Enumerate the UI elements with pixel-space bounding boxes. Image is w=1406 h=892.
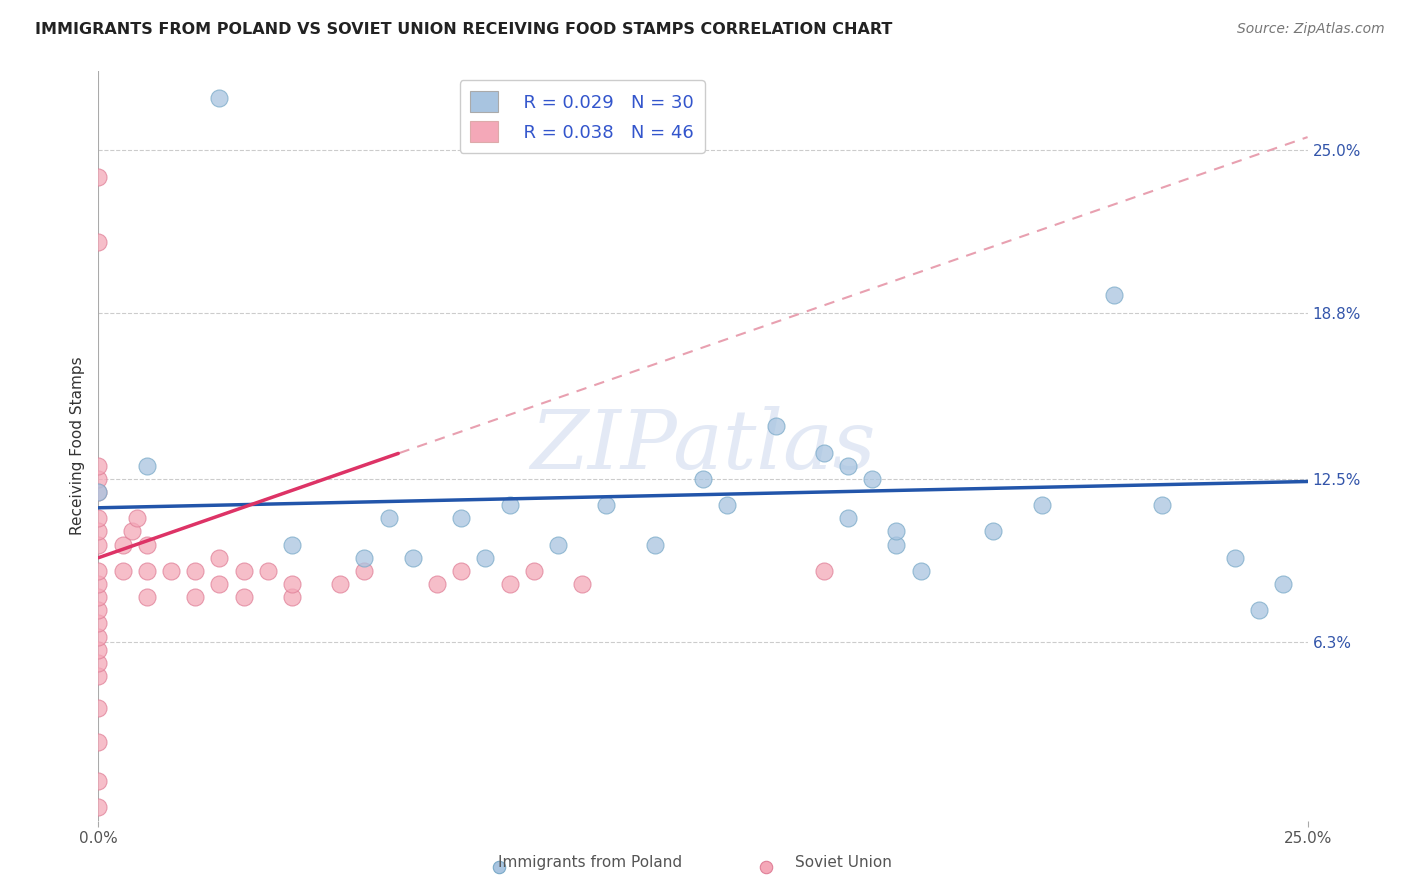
Point xyxy=(87,590,110,604)
Point xyxy=(111,538,134,552)
Point xyxy=(353,564,375,578)
Point xyxy=(87,458,110,473)
Point xyxy=(87,472,110,486)
Point xyxy=(498,577,520,591)
Point xyxy=(716,498,738,512)
Point xyxy=(87,235,110,250)
Point xyxy=(886,524,908,539)
Point xyxy=(474,550,496,565)
Point xyxy=(184,590,207,604)
Point xyxy=(644,538,666,552)
Point xyxy=(765,419,787,434)
Point xyxy=(87,800,110,814)
Point xyxy=(184,564,207,578)
Point xyxy=(135,590,157,604)
Point xyxy=(281,538,304,552)
Point xyxy=(1249,603,1271,617)
Point xyxy=(281,590,304,604)
Point xyxy=(426,577,449,591)
Point xyxy=(87,577,110,591)
Point xyxy=(87,603,110,617)
Point xyxy=(1031,498,1053,512)
Point xyxy=(256,564,278,578)
Point xyxy=(523,564,546,578)
Point xyxy=(886,538,908,552)
Point xyxy=(547,538,569,552)
Point xyxy=(87,774,110,789)
Point xyxy=(87,524,110,539)
Point xyxy=(87,564,110,578)
Point xyxy=(488,860,510,874)
Point xyxy=(1152,498,1174,512)
Point xyxy=(87,656,110,670)
Point xyxy=(208,550,231,565)
Point xyxy=(87,630,110,644)
Point xyxy=(232,590,254,604)
Text: Soviet Union: Soviet Union xyxy=(796,855,891,870)
Point xyxy=(860,472,883,486)
Point xyxy=(402,550,425,565)
Point xyxy=(87,485,110,500)
Text: ZIPatlas: ZIPatlas xyxy=(530,406,876,486)
Point xyxy=(377,511,399,525)
Point xyxy=(208,577,231,591)
Point xyxy=(910,564,932,578)
Legend:   R = 0.029   N = 30,   R = 0.038   N = 46: R = 0.029 N = 30, R = 0.038 N = 46 xyxy=(460,80,704,153)
Point xyxy=(232,564,254,578)
Point xyxy=(837,511,859,525)
Text: Immigrants from Poland: Immigrants from Poland xyxy=(499,855,682,870)
Point xyxy=(121,524,143,539)
Text: Source: ZipAtlas.com: Source: ZipAtlas.com xyxy=(1237,22,1385,37)
Point xyxy=(87,669,110,683)
Point xyxy=(571,577,593,591)
Point xyxy=(87,700,110,714)
Point xyxy=(329,577,352,591)
Point xyxy=(160,564,183,578)
Point xyxy=(450,564,472,578)
Point xyxy=(813,564,835,578)
Point xyxy=(1223,550,1246,565)
Y-axis label: Receiving Food Stamps: Receiving Food Stamps xyxy=(69,357,84,535)
Point xyxy=(837,458,859,473)
Point xyxy=(1102,288,1125,302)
Point xyxy=(135,538,157,552)
Point xyxy=(87,642,110,657)
Point xyxy=(87,169,110,184)
Point xyxy=(692,472,714,486)
Point xyxy=(87,511,110,525)
Point xyxy=(135,458,157,473)
Point xyxy=(111,564,134,578)
Point xyxy=(498,498,520,512)
Point xyxy=(127,511,149,525)
Point xyxy=(1272,577,1295,591)
Point xyxy=(281,577,304,591)
Point xyxy=(87,735,110,749)
Point xyxy=(208,90,231,104)
Point xyxy=(87,616,110,631)
Point xyxy=(813,445,835,459)
Point xyxy=(450,511,472,525)
Point xyxy=(87,485,110,500)
Text: IMMIGRANTS FROM POLAND VS SOVIET UNION RECEIVING FOOD STAMPS CORRELATION CHART: IMMIGRANTS FROM POLAND VS SOVIET UNION R… xyxy=(35,22,893,37)
Point xyxy=(755,860,778,874)
Point xyxy=(135,564,157,578)
Point xyxy=(981,524,1004,539)
Point xyxy=(353,550,375,565)
Point xyxy=(595,498,617,512)
Point xyxy=(87,538,110,552)
